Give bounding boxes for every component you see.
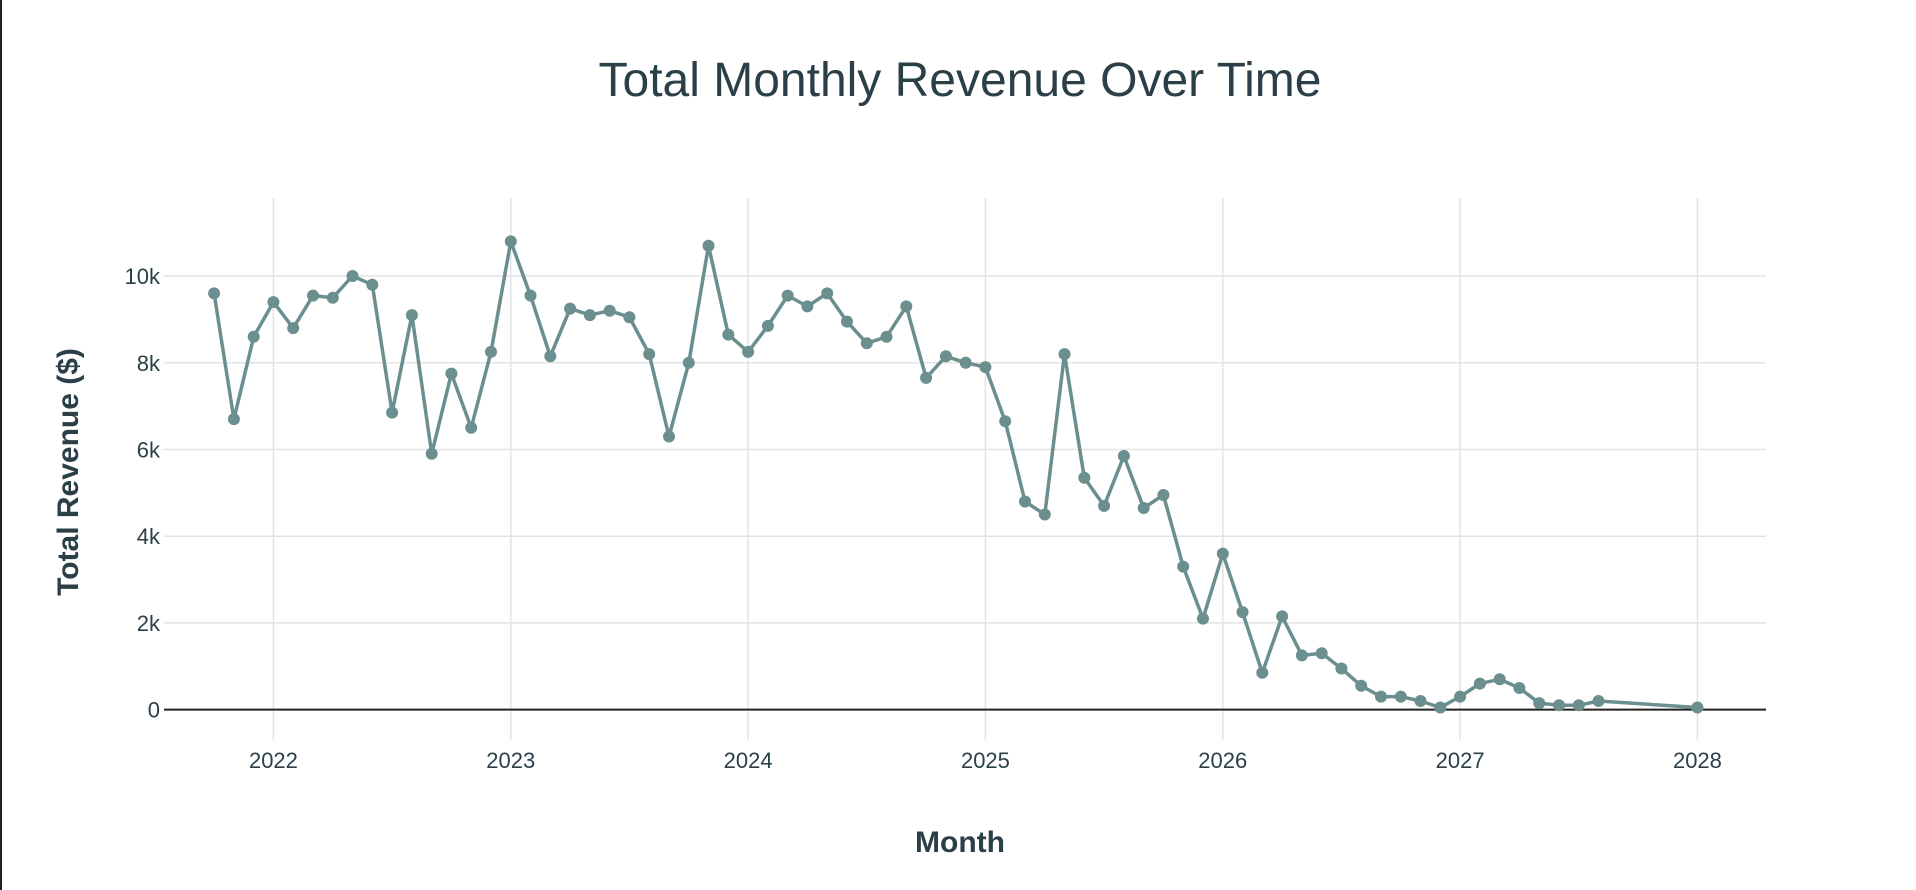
data-point <box>1137 502 1150 514</box>
data-point <box>643 348 656 361</box>
data-point <box>326 291 339 304</box>
data-point <box>742 345 755 358</box>
data-point <box>1157 489 1170 501</box>
data-point <box>1315 647 1328 660</box>
data-point <box>781 289 794 302</box>
data-point <box>425 447 438 460</box>
data-point <box>761 319 774 332</box>
data-point <box>1197 612 1209 625</box>
y-tick-label: 6k <box>137 437 161 462</box>
data-point <box>485 345 497 358</box>
data-point <box>603 304 616 317</box>
data-point <box>959 356 972 369</box>
data-point <box>1355 679 1368 692</box>
data-point <box>999 415 1012 428</box>
data-point <box>1256 666 1269 679</box>
y-tick-label: 4k <box>137 524 161 549</box>
data-point <box>821 287 834 300</box>
data-point <box>1295 649 1308 662</box>
data-point <box>1375 690 1387 703</box>
data-point <box>979 361 992 374</box>
y-tick-label: 8k <box>137 351 161 376</box>
left-frame-border <box>0 0 2 890</box>
data-point <box>307 289 319 302</box>
data-point <box>1038 508 1051 521</box>
data-point <box>524 289 537 302</box>
data-point <box>1592 695 1605 707</box>
data-point <box>208 287 221 300</box>
data-point <box>801 300 814 313</box>
x-axis-ticks: 2022 2023 2024 2025 2026 2027 2028 <box>249 748 1722 773</box>
x-tick-label: 2028 <box>1673 748 1722 773</box>
y-tick-label: 2k <box>137 611 161 636</box>
data-point <box>1572 699 1585 712</box>
data-point <box>1414 695 1427 707</box>
x-tick-label: 2024 <box>724 748 773 773</box>
x-tick-label: 2023 <box>486 748 535 773</box>
data-point <box>445 367 458 380</box>
data-point <box>880 330 893 343</box>
data-point <box>1019 495 1031 508</box>
data-point <box>583 309 596 322</box>
gridlines <box>164 198 1766 740</box>
y-tick-label: 10k <box>125 264 161 289</box>
y-tick-label: 0 <box>148 698 160 723</box>
data-point <box>682 356 695 369</box>
y-axis-title: Total Revenue ($) <box>52 348 85 596</box>
data-point <box>1691 701 1704 714</box>
data-point <box>544 350 557 363</box>
data-point <box>1493 673 1506 686</box>
revenue-series-line <box>212 239 1698 710</box>
data-point <box>841 315 853 328</box>
data-point <box>1553 699 1565 712</box>
data-point <box>1276 610 1289 623</box>
data-point <box>1058 348 1071 361</box>
data-point <box>1454 690 1467 703</box>
data-point <box>939 350 952 363</box>
data-point <box>702 239 715 252</box>
x-tick-label: 2027 <box>1436 748 1485 773</box>
data-point <box>1236 606 1249 619</box>
data-point <box>465 421 478 434</box>
data-point <box>1078 471 1091 484</box>
chart-title: Total Monthly Revenue Over Time <box>599 54 1322 107</box>
revenue-data-points <box>208 235 1704 714</box>
data-point <box>1177 560 1190 573</box>
x-axis-title: Month <box>915 826 1005 859</box>
data-point <box>1216 547 1229 560</box>
x-tick-label: 2022 <box>249 748 298 773</box>
data-point <box>346 270 359 282</box>
data-point <box>1513 682 1526 694</box>
data-point <box>1394 690 1407 703</box>
data-point <box>405 309 418 322</box>
data-point <box>1117 450 1130 462</box>
data-point <box>860 337 873 350</box>
data-point <box>1533 697 1546 710</box>
x-tick-label: 2025 <box>961 748 1010 773</box>
data-point <box>366 278 379 291</box>
data-point <box>1335 662 1348 675</box>
y-axis-ticks: 0 2k 4k 6k 8k 10k <box>125 264 161 723</box>
data-point <box>287 322 300 335</box>
data-point <box>1434 701 1447 714</box>
data-point <box>722 328 735 341</box>
data-point <box>504 235 517 248</box>
x-tick-label: 2026 <box>1198 748 1247 773</box>
data-point <box>623 311 636 324</box>
data-point <box>386 406 399 419</box>
data-point <box>247 330 260 343</box>
data-point <box>663 430 675 443</box>
data-point <box>227 413 240 426</box>
data-point <box>267 296 280 309</box>
data-point <box>900 300 913 313</box>
data-point <box>1098 499 1111 512</box>
data-point <box>564 302 577 315</box>
data-point <box>1473 677 1486 690</box>
data-point <box>920 371 933 384</box>
